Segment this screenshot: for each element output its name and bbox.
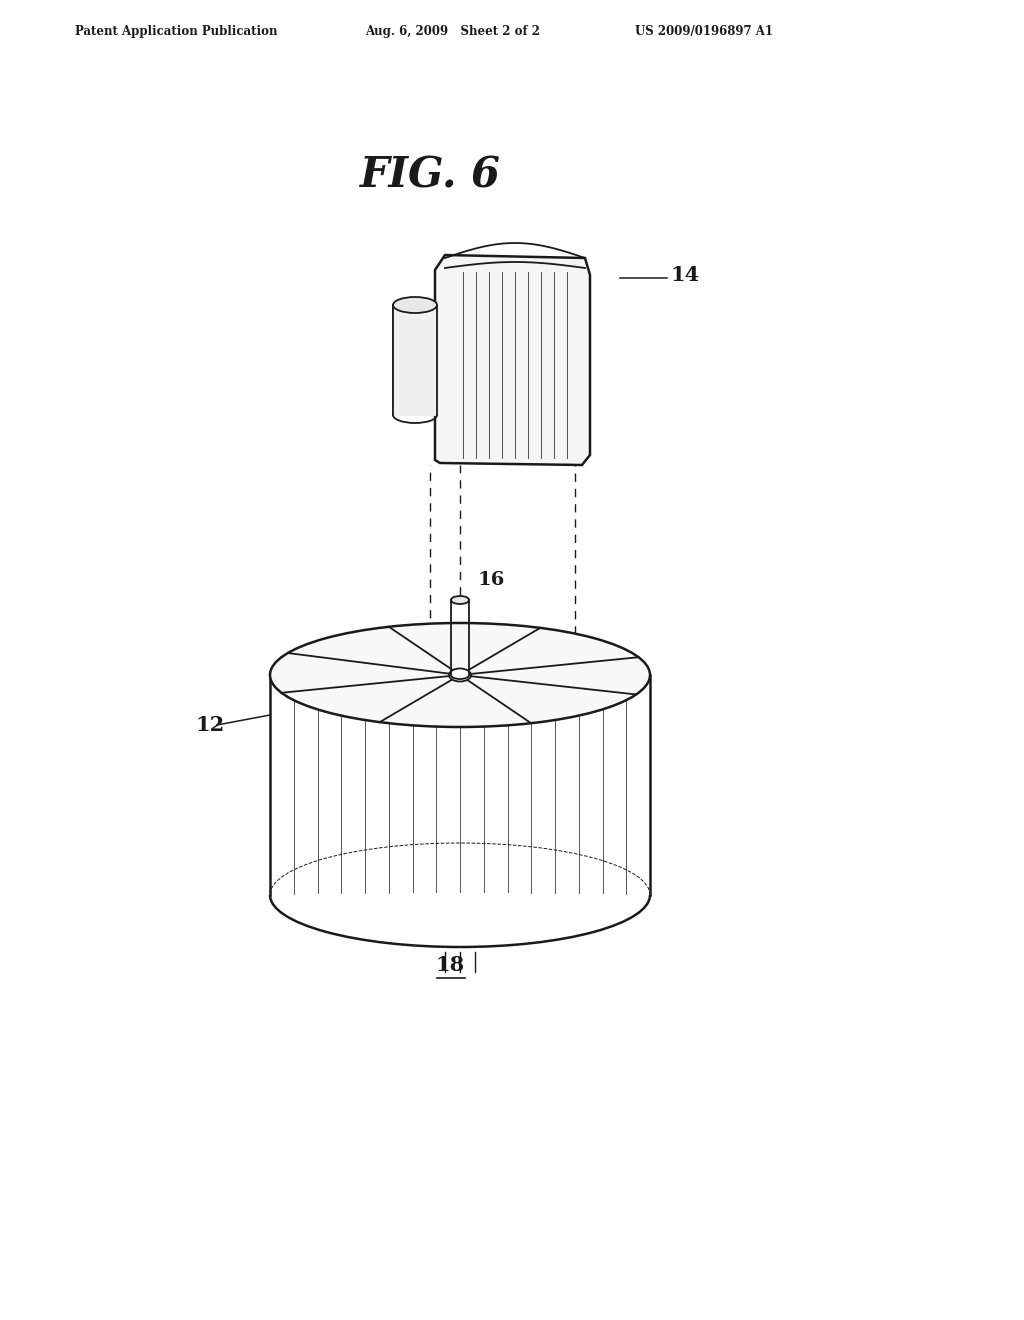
Text: US 2009/0196897 A1: US 2009/0196897 A1 bbox=[635, 25, 773, 38]
Polygon shape bbox=[270, 623, 650, 895]
Ellipse shape bbox=[270, 623, 650, 727]
Text: 16: 16 bbox=[478, 572, 506, 589]
Text: 12: 12 bbox=[195, 715, 224, 735]
Text: Aug. 6, 2009   Sheet 2 of 2: Aug. 6, 2009 Sheet 2 of 2 bbox=[365, 25, 540, 38]
Text: Patent Application Publication: Patent Application Publication bbox=[75, 25, 278, 38]
Ellipse shape bbox=[449, 668, 471, 681]
Polygon shape bbox=[435, 255, 590, 465]
Polygon shape bbox=[393, 305, 437, 414]
Ellipse shape bbox=[451, 597, 469, 605]
Text: 18: 18 bbox=[435, 954, 465, 975]
Text: 14: 14 bbox=[670, 265, 699, 285]
Ellipse shape bbox=[393, 297, 437, 313]
Text: FIG. 6: FIG. 6 bbox=[359, 154, 501, 197]
